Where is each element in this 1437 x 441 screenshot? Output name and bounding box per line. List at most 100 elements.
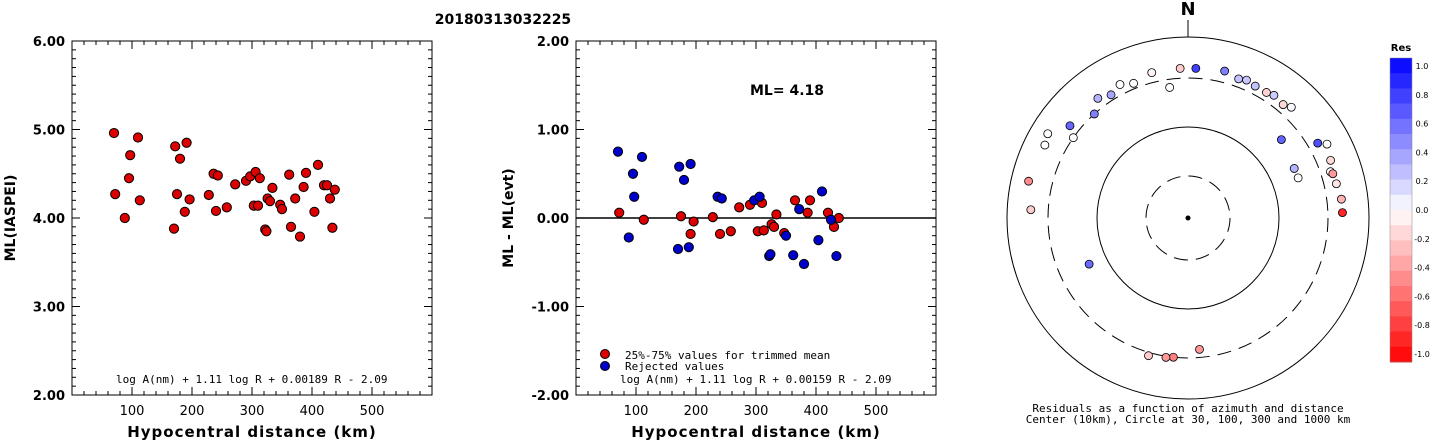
center-dot [1185, 215, 1191, 221]
data-point [794, 204, 805, 215]
distance-ring [1047, 77, 1329, 359]
data-point [813, 235, 824, 246]
x-tick-label: 400 [300, 404, 325, 419]
residual-point [1191, 64, 1201, 73]
x-tick-label: 200 [684, 404, 709, 419]
residual-point [1234, 74, 1244, 84]
data-point [125, 150, 136, 161]
colorbar-tick-label: -0.4 [1414, 264, 1430, 273]
y-tick-label: 2.00 [33, 389, 65, 404]
colorbar-segment [1390, 210, 1412, 226]
data-point [179, 206, 190, 217]
data-point [327, 222, 338, 233]
residual-point [1328, 169, 1338, 179]
data-point [780, 230, 792, 241]
residual-point [1024, 176, 1033, 186]
residual-point [1065, 121, 1075, 131]
residual-point [1084, 259, 1094, 269]
data-point [134, 195, 145, 206]
colorbar-segment [1390, 194, 1412, 211]
data-point [110, 189, 121, 200]
colorbar-segment [1390, 331, 1412, 348]
data-point [264, 196, 276, 207]
residual-point [1276, 135, 1286, 145]
colorbar-segment [1390, 225, 1412, 241]
residual-point [1293, 173, 1303, 183]
data-point [804, 195, 816, 206]
residual-point [1337, 194, 1346, 204]
colorbar-segment [1390, 58, 1412, 74]
caption-line-2: Center (10km), Circle at 30, 100, 300 an… [1026, 413, 1351, 426]
residual-point [1242, 75, 1251, 85]
colorbar-tick-label: 0.2 [1416, 177, 1429, 186]
data-point [284, 169, 295, 180]
colorbar-tick-label: -1.0 [1414, 350, 1430, 359]
residual-point [1144, 351, 1153, 361]
data-point [765, 249, 776, 260]
residual-point [1068, 133, 1078, 143]
colorbar-segment [1390, 179, 1412, 196]
residual-point [1278, 100, 1288, 109]
colorbar-segment [1390, 118, 1412, 135]
data-point [324, 193, 336, 204]
colorbar-segment [1390, 301, 1412, 317]
residual-point [1093, 93, 1103, 103]
data-point [674, 161, 685, 172]
formula-label: log A(nm) + 1.11 log R + 0.00159 R - 2.0… [620, 373, 892, 386]
data-point [174, 153, 186, 164]
colorbar-segment [1390, 240, 1412, 257]
data-point [210, 205, 222, 217]
data-point [614, 207, 625, 218]
data-point [300, 167, 312, 178]
residual-point [1338, 208, 1347, 218]
data-point [788, 250, 799, 261]
data-point [623, 232, 634, 243]
residual-point [1168, 352, 1178, 362]
data-point [714, 228, 726, 240]
data-point [612, 146, 624, 157]
data-point [230, 179, 241, 190]
north-label: N [1180, 0, 1195, 20]
data-point [683, 242, 694, 253]
data-point [276, 204, 288, 215]
data-point [168, 223, 180, 234]
residual-point [1026, 205, 1036, 215]
data-point [754, 191, 765, 202]
residual-point [1161, 352, 1171, 362]
colorbar-segment [1390, 255, 1412, 272]
residual-point [1040, 140, 1050, 150]
legend-label-trimmed: 25%-75% values for trimmed mean [625, 349, 830, 362]
data-point [758, 225, 769, 236]
colorbar-segment [1390, 164, 1412, 181]
colorbar-tick-label: 0.0 [1416, 206, 1429, 215]
colorbar: 1.0 0.8 0.6 0.4 0.2 0.0 -0.2 -0.4 -0.6 -0.8 -1.0 [1389, 57, 1430, 363]
panel-azimuth-residuals: N Residuals as a function of azimuth and… [1006, 0, 1430, 426]
legend-marker-rejected [600, 361, 610, 371]
data-point [329, 184, 340, 195]
data-points [108, 127, 340, 242]
residual-point [1250, 81, 1260, 91]
distance-ring [1096, 126, 1280, 310]
data-point [798, 258, 810, 270]
data-point [688, 216, 699, 227]
ml-annotation: ML= 4.18 [750, 83, 824, 99]
data-point [312, 159, 324, 170]
data-point [816, 186, 828, 197]
data-point [261, 226, 272, 237]
colorbar-tick-label: 1.0 [1416, 62, 1429, 71]
y-axis-label: ML - ML(evt) [501, 168, 517, 267]
colorbar-tick-label: 0.4 [1416, 148, 1429, 157]
residual-point [1286, 102, 1296, 112]
data-point [298, 181, 309, 193]
data-point [254, 173, 265, 184]
x-tick-label: 100 [120, 404, 145, 419]
residual-point [1262, 88, 1271, 97]
residual-point [1289, 164, 1299, 173]
data-point [171, 189, 183, 200]
colorbar-frame [1389, 57, 1413, 363]
caption-line-1: Residuals as a function of azimuth and d… [1032, 402, 1343, 415]
data-point [672, 243, 684, 255]
distance-rings [1006, 36, 1370, 400]
legend-label-rejected: Rejected values [625, 360, 724, 373]
